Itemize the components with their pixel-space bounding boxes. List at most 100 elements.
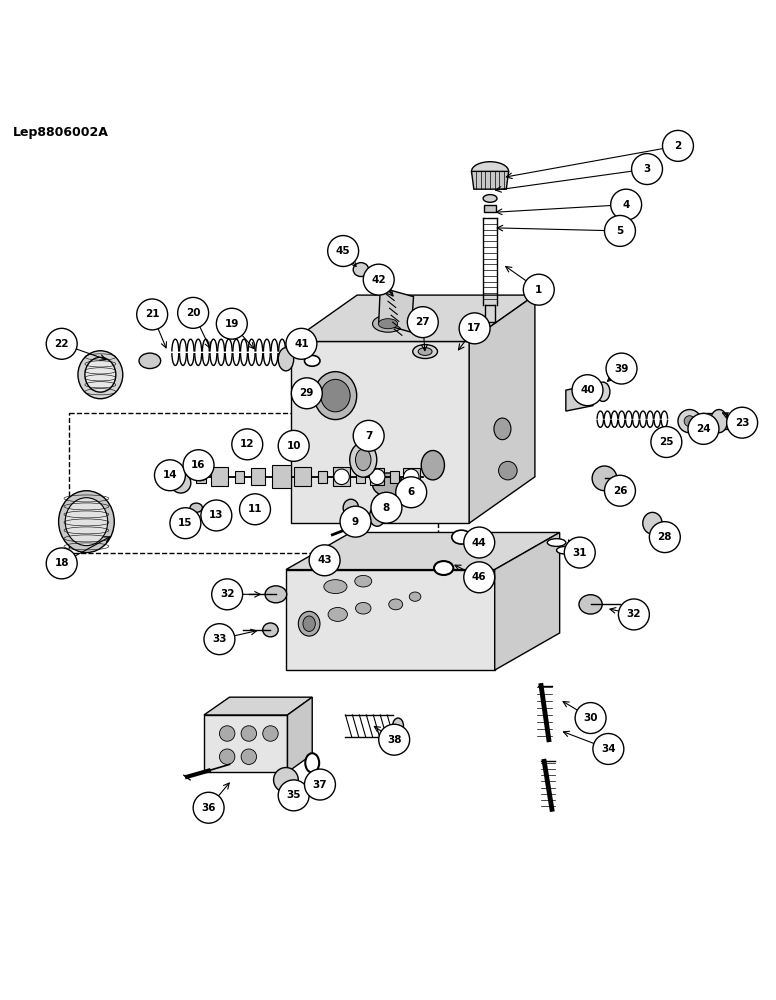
Text: 3: 3 — [643, 164, 650, 174]
Circle shape — [137, 299, 168, 330]
Circle shape — [340, 506, 371, 537]
Circle shape — [575, 703, 606, 734]
Circle shape — [47, 548, 77, 579]
Text: 16: 16 — [192, 460, 206, 470]
Circle shape — [327, 236, 359, 266]
Ellipse shape — [279, 348, 293, 371]
Circle shape — [372, 495, 391, 513]
Text: 27: 27 — [415, 317, 430, 327]
Polygon shape — [333, 467, 350, 486]
Text: 24: 24 — [696, 424, 711, 434]
Circle shape — [726, 407, 757, 438]
Circle shape — [334, 469, 349, 485]
Circle shape — [183, 450, 214, 481]
Circle shape — [220, 726, 235, 741]
Ellipse shape — [314, 372, 357, 420]
Circle shape — [593, 734, 624, 764]
Circle shape — [650, 522, 681, 553]
Circle shape — [300, 391, 314, 405]
Circle shape — [193, 792, 224, 823]
Polygon shape — [495, 532, 559, 670]
Text: 41: 41 — [294, 339, 309, 349]
Ellipse shape — [305, 753, 319, 773]
Text: 26: 26 — [613, 486, 627, 496]
Circle shape — [464, 562, 495, 593]
Polygon shape — [469, 295, 535, 523]
Polygon shape — [291, 341, 469, 523]
Polygon shape — [317, 471, 327, 483]
Text: 15: 15 — [178, 518, 192, 528]
Ellipse shape — [78, 351, 123, 399]
Text: 40: 40 — [580, 385, 594, 395]
Text: 11: 11 — [248, 504, 262, 514]
Circle shape — [564, 537, 595, 568]
Ellipse shape — [472, 162, 508, 181]
Text: 32: 32 — [627, 609, 641, 619]
Circle shape — [241, 749, 257, 764]
Ellipse shape — [353, 263, 369, 277]
Circle shape — [605, 215, 636, 246]
Text: 42: 42 — [372, 275, 386, 285]
Text: 23: 23 — [735, 418, 750, 428]
Polygon shape — [355, 471, 365, 483]
Text: 21: 21 — [145, 309, 159, 319]
Text: 8: 8 — [383, 503, 390, 513]
Text: 33: 33 — [212, 634, 227, 644]
Text: 12: 12 — [240, 439, 255, 449]
Polygon shape — [294, 467, 311, 486]
Ellipse shape — [389, 599, 403, 610]
Ellipse shape — [355, 602, 371, 614]
Circle shape — [498, 461, 517, 480]
Text: 38: 38 — [387, 735, 401, 745]
Text: 31: 31 — [573, 548, 587, 558]
Ellipse shape — [372, 473, 404, 496]
Circle shape — [212, 579, 243, 610]
Circle shape — [651, 427, 682, 457]
Ellipse shape — [434, 561, 453, 575]
Ellipse shape — [320, 379, 350, 412]
Ellipse shape — [190, 503, 203, 512]
Circle shape — [171, 473, 191, 493]
Text: 43: 43 — [317, 555, 332, 565]
Circle shape — [369, 469, 385, 485]
Text: 37: 37 — [313, 780, 327, 790]
Circle shape — [459, 313, 490, 344]
Ellipse shape — [324, 580, 347, 594]
Circle shape — [688, 413, 719, 444]
Text: 4: 4 — [622, 200, 630, 210]
Circle shape — [201, 500, 232, 531]
Circle shape — [572, 375, 603, 406]
Text: 14: 14 — [163, 470, 177, 480]
Text: 36: 36 — [201, 803, 216, 813]
Text: 17: 17 — [467, 323, 482, 333]
Circle shape — [286, 328, 317, 359]
Ellipse shape — [265, 586, 286, 603]
Polygon shape — [286, 532, 559, 570]
Circle shape — [678, 410, 702, 433]
Ellipse shape — [304, 355, 320, 366]
Ellipse shape — [556, 546, 575, 554]
Circle shape — [523, 274, 554, 305]
Ellipse shape — [421, 451, 445, 480]
Circle shape — [464, 527, 495, 558]
Ellipse shape — [139, 353, 161, 369]
Circle shape — [279, 780, 309, 811]
Circle shape — [407, 307, 438, 338]
Text: 25: 25 — [659, 437, 674, 447]
Ellipse shape — [711, 410, 727, 433]
Circle shape — [663, 130, 694, 161]
Text: 46: 46 — [472, 572, 487, 582]
Ellipse shape — [372, 315, 404, 332]
Circle shape — [632, 154, 663, 185]
Ellipse shape — [298, 611, 320, 636]
Ellipse shape — [452, 530, 471, 544]
Polygon shape — [484, 205, 496, 212]
Circle shape — [371, 492, 402, 523]
Circle shape — [204, 624, 235, 655]
Text: 35: 35 — [286, 790, 301, 800]
Circle shape — [241, 726, 257, 741]
Text: 20: 20 — [186, 308, 200, 318]
Text: 18: 18 — [54, 558, 69, 568]
Ellipse shape — [418, 348, 432, 355]
Text: 34: 34 — [601, 744, 615, 754]
